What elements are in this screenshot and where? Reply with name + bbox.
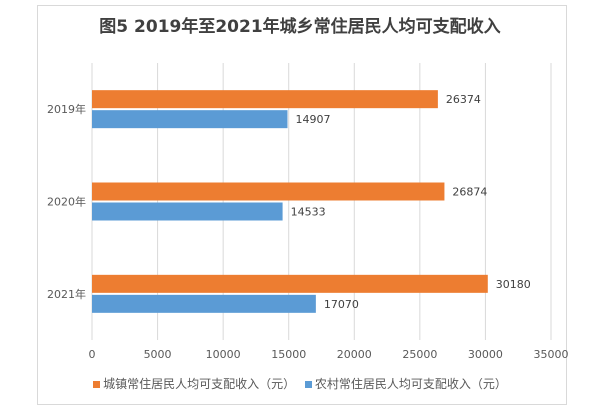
chart-frame: [37, 5, 567, 405]
data-label: 26374: [446, 93, 481, 106]
bar-urban: [92, 274, 488, 293]
chart-title: 图5 2019年至2021年城乡常住居民人均可支配收入: [99, 17, 501, 37]
bar-rural: [92, 294, 316, 313]
bar-rural: [92, 202, 283, 221]
bar-urban: [92, 90, 438, 109]
bar-urban: [92, 182, 445, 201]
data-label: 14533: [291, 206, 326, 219]
data-label: 14907: [295, 113, 330, 126]
x-tick-label: 0: [89, 348, 96, 361]
y-category-label: 2019年: [47, 102, 86, 116]
legend-swatch-urban: [93, 381, 101, 388]
x-tick-label: 35000: [534, 348, 569, 361]
x-tick-label: 10000: [206, 348, 241, 361]
x-tick-label: 30000: [468, 348, 503, 361]
legend-item-urban: 城镇常住居民人均可支配收入（元）: [93, 377, 295, 391]
x-tick-label: 5000: [144, 348, 172, 361]
data-label: 26874: [452, 186, 487, 199]
data-label: 17070: [324, 298, 359, 311]
y-category-label: 2021年: [47, 287, 86, 301]
x-tick-label: 25000: [402, 348, 437, 361]
legend-label-rural: 农村常住居民人均可支配收入（元）: [314, 377, 507, 391]
legend-item-rural: 农村常住居民人均可支配收入（元）: [304, 377, 507, 391]
data-label: 30180: [496, 278, 531, 291]
x-tick-label: 20000: [337, 348, 372, 361]
legend-label-urban: 城镇常住居民人均可支配收入（元）: [103, 377, 296, 391]
legend-swatch-rural: [304, 381, 312, 388]
x-tick-label: 15000: [271, 348, 306, 361]
y-category-label: 2020年: [47, 195, 86, 209]
legend: 城镇常住居民人均可支配收入（元） 农村常住居民人均可支配收入（元）: [0, 375, 600, 392]
bar-rural: [92, 110, 288, 129]
